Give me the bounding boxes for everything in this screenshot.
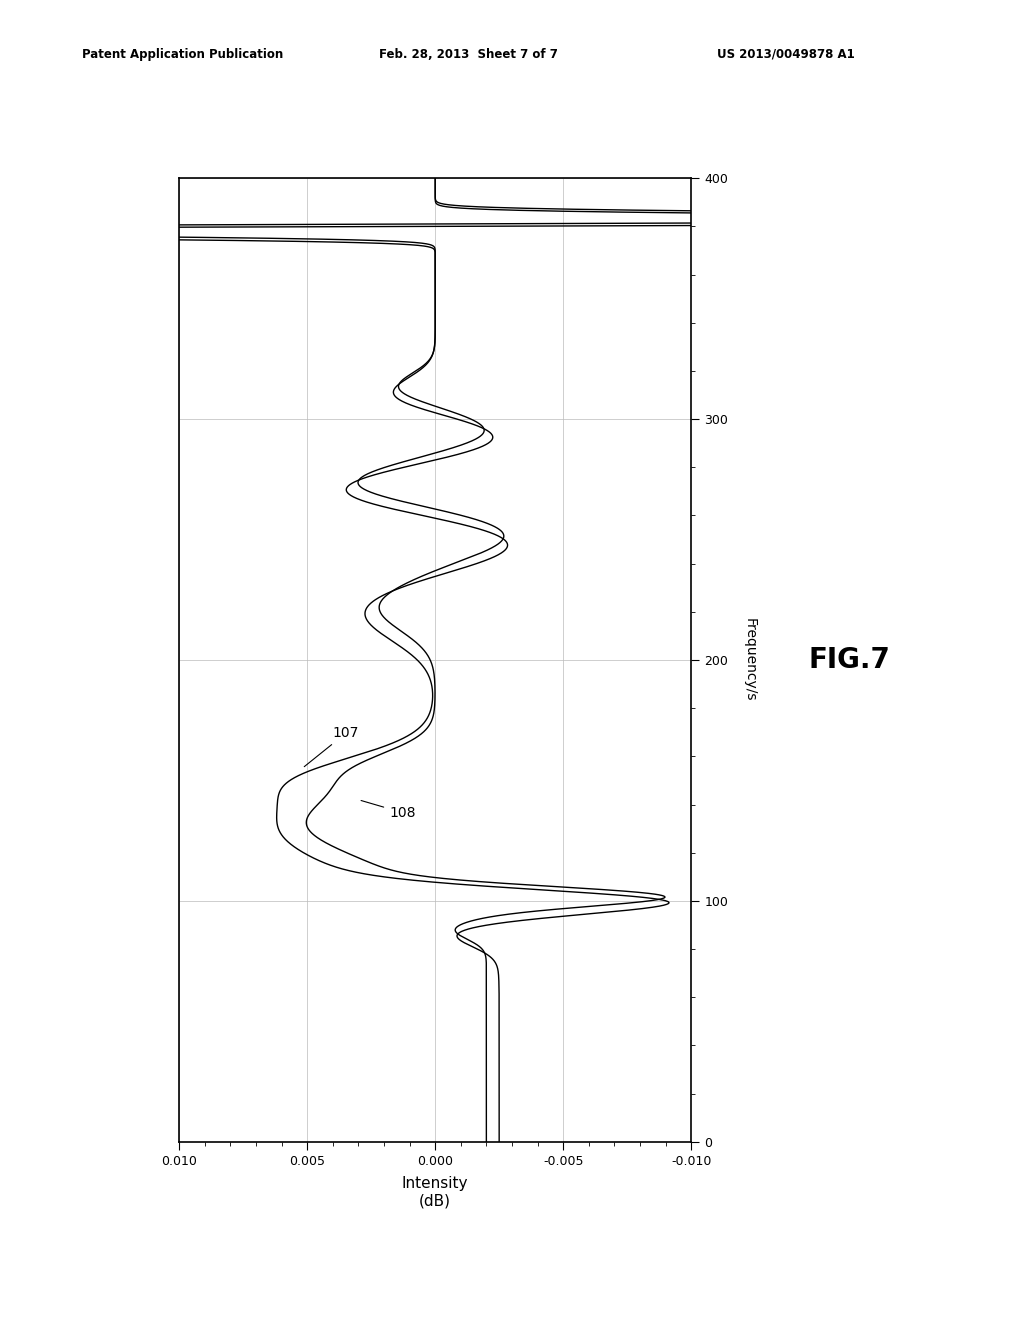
Text: 108: 108 xyxy=(361,800,416,820)
X-axis label: Intensity
(dB): Intensity (dB) xyxy=(402,1176,468,1209)
Text: US 2013/0049878 A1: US 2013/0049878 A1 xyxy=(717,48,855,61)
Text: Patent Application Publication: Patent Application Publication xyxy=(82,48,284,61)
Text: FIG.7: FIG.7 xyxy=(809,645,891,675)
Y-axis label: Frequency/s: Frequency/s xyxy=(742,618,756,702)
Text: Feb. 28, 2013  Sheet 7 of 7: Feb. 28, 2013 Sheet 7 of 7 xyxy=(379,48,558,61)
Text: 107: 107 xyxy=(304,726,359,767)
